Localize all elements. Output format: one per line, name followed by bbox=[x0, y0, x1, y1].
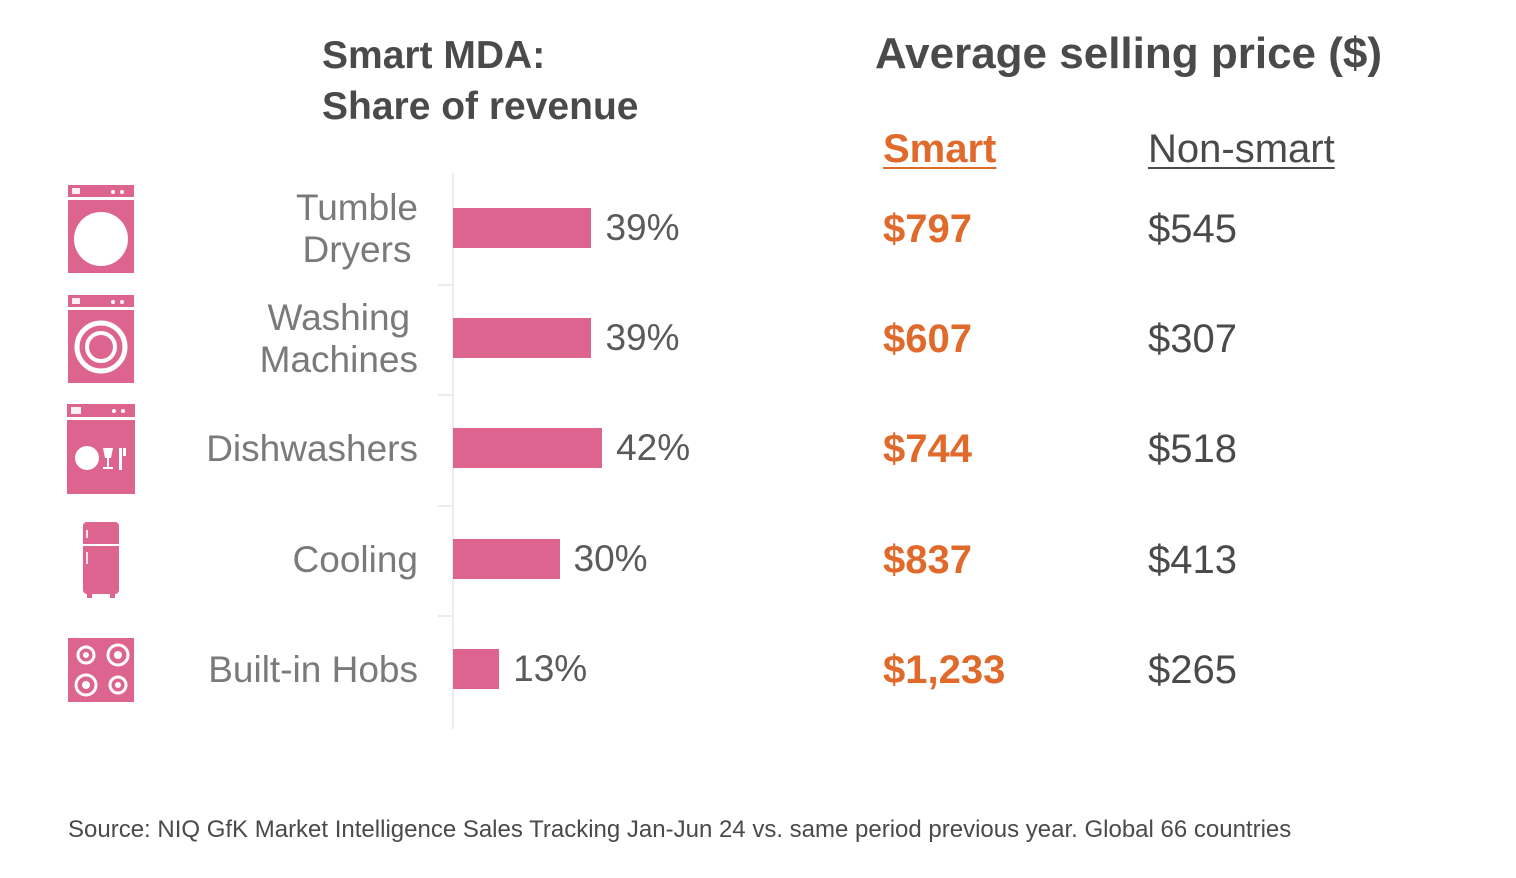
smart-price: $797 bbox=[883, 207, 972, 251]
fridge-icon bbox=[83, 522, 119, 598]
smart-price: $1,233 bbox=[883, 648, 1006, 692]
bar bbox=[453, 208, 592, 248]
category-label-text: Tumble Dryers bbox=[296, 187, 418, 271]
smart-price: $837 bbox=[883, 538, 972, 582]
category-label: Tumble Dryers bbox=[118, 174, 418, 284]
row-separator bbox=[438, 394, 454, 396]
bar bbox=[453, 318, 592, 358]
dishwasher-icon bbox=[67, 404, 135, 494]
bar bbox=[453, 649, 500, 689]
category-icon-wrap bbox=[60, 615, 142, 725]
category-label-line: Machines bbox=[259, 339, 418, 380]
hob-icon bbox=[68, 638, 134, 702]
category-label-line: Tumble bbox=[295, 187, 418, 228]
category-label: Washing Machines bbox=[118, 284, 418, 394]
non-smart-column-header: Non-smart bbox=[1148, 127, 1335, 171]
chart-row: Washing Machines 39% $607 $307 bbox=[0, 284, 1516, 394]
category-label-line: Cooling bbox=[292, 539, 418, 580]
bar-value-label: 42% bbox=[616, 427, 691, 468]
smart-price: $744 bbox=[883, 427, 972, 471]
bar-value-label: 39% bbox=[605, 317, 680, 358]
chart-title-line: Share of revenue bbox=[322, 85, 639, 128]
non-smart-price: $307 bbox=[1148, 317, 1237, 361]
bar-value-label: 13% bbox=[513, 648, 588, 689]
chart-title: Smart MDA: Share of revenue bbox=[322, 30, 638, 132]
bar bbox=[453, 539, 560, 579]
row-separator bbox=[438, 615, 454, 617]
chart-title-line: Smart MDA: bbox=[322, 34, 546, 77]
category-icon-wrap bbox=[60, 284, 142, 394]
row-separator bbox=[438, 505, 454, 507]
category-label-line: Washing bbox=[267, 297, 411, 338]
non-smart-price: $413 bbox=[1148, 538, 1237, 582]
price-table-title: Average selling price ($) bbox=[875, 29, 1383, 78]
category-label-line: Dishwashers bbox=[206, 428, 418, 469]
bar-value-label: 30% bbox=[573, 538, 648, 579]
chart-row: Tumble Dryers 39% $797 $545 bbox=[0, 174, 1516, 284]
category-label: Dishwashers bbox=[118, 394, 418, 504]
category-icon-wrap bbox=[60, 174, 142, 284]
category-icon-wrap bbox=[60, 394, 142, 504]
bar bbox=[453, 428, 603, 468]
source-note: Source: NIQ GfK Market Intelligence Sale… bbox=[68, 816, 1292, 843]
chart-row: Dishwashers 42% $744 $518 bbox=[0, 394, 1516, 504]
category-label-line: Built-in Hobs bbox=[208, 649, 418, 690]
chart-row: Built-in Hobs 13% $1,233 $265 bbox=[0, 615, 1516, 725]
bar-value-label: 39% bbox=[605, 207, 680, 248]
category-label-line: Dryers bbox=[302, 229, 412, 270]
washing-machine-icon bbox=[68, 295, 134, 383]
smart-column-header: Smart bbox=[883, 127, 997, 171]
category-label-text: Washing Machines bbox=[260, 297, 418, 381]
category-label-text: Cooling bbox=[293, 539, 418, 581]
smart-price: $607 bbox=[883, 317, 972, 361]
non-smart-price: $545 bbox=[1148, 207, 1237, 251]
category-label-text: Built-in Hobs bbox=[208, 649, 418, 691]
category-icon-wrap bbox=[60, 505, 142, 615]
category-label: Cooling bbox=[118, 505, 418, 615]
row-separator bbox=[438, 284, 454, 286]
category-label-text: Dishwashers bbox=[206, 428, 418, 470]
category-label: Built-in Hobs bbox=[118, 615, 418, 725]
tumble-dryer-icon bbox=[68, 185, 134, 273]
chart-row: Cooling 30% $837 $413 bbox=[0, 505, 1516, 615]
non-smart-price: $265 bbox=[1148, 648, 1237, 692]
non-smart-price: $518 bbox=[1148, 427, 1237, 471]
